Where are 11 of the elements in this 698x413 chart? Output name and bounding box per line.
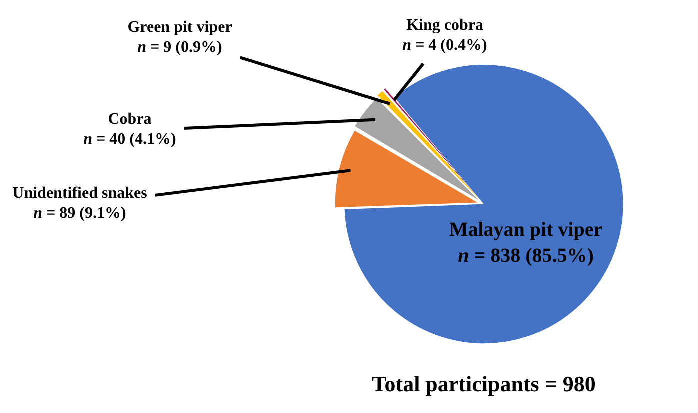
slice-label: Malayan pit viper — [449, 219, 603, 242]
data-label: n = 89 (9.1%) — [34, 205, 126, 222]
data-label: n = 9 (0.9%) — [138, 39, 222, 56]
slice-label: Green pit viper — [128, 19, 232, 36]
data-label: n = 40 (4.1%) — [84, 131, 176, 148]
data-label: n = 838 (85.5%) — [458, 245, 594, 268]
slice-label: King cobra — [406, 17, 484, 34]
slice-label: Unidentified snakes — [12, 185, 148, 202]
slice-label: Cobra — [108, 111, 152, 128]
text: Total participants = 980 — [372, 371, 596, 396]
data-label: n = 4 (0.4%) — [402, 37, 488, 54]
